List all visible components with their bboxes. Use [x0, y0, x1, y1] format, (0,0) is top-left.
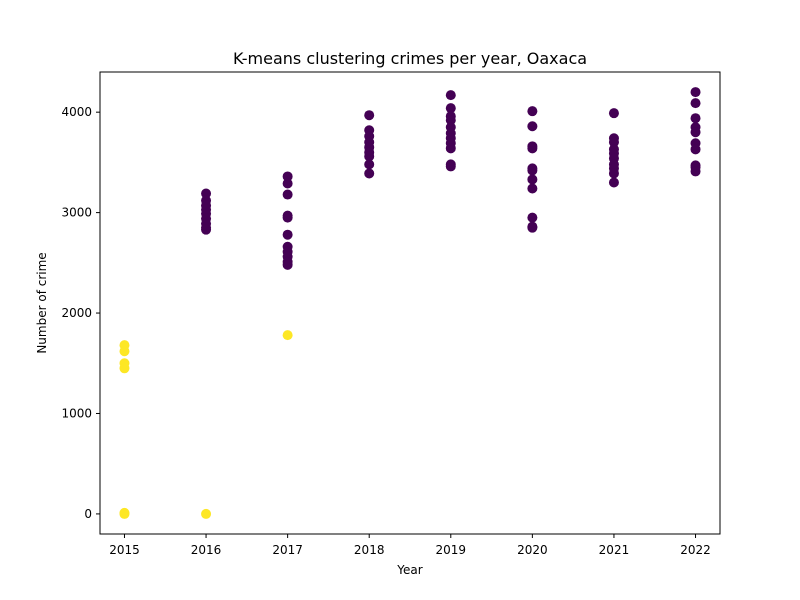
data-point-cluster-0-37 [445, 143, 456, 154]
data-point-cluster-1-5 [119, 508, 130, 519]
data-point-cluster-0-59 [608, 168, 619, 179]
data-point-cluster-0-26 [364, 151, 375, 162]
y-tick-label-0: 0 [84, 507, 92, 521]
data-point-cluster-0-9 [282, 171, 293, 182]
data-point-cluster-0-65 [690, 127, 701, 138]
y-tick-label-3000: 3000 [61, 206, 92, 220]
x-tick-label-2022: 2022 [680, 543, 711, 557]
y-tick-label-2000: 2000 [61, 306, 92, 320]
data-point-cluster-0-0 [201, 188, 212, 199]
data-point-cluster-0-11 [282, 189, 293, 200]
points-layer [119, 87, 701, 519]
data-point-cluster-1-1 [119, 346, 130, 357]
data-point-cluster-0-50 [527, 222, 538, 233]
data-point-cluster-0-61 [690, 87, 701, 98]
data-point-cluster-0-41 [527, 121, 538, 132]
data-point-cluster-0-13 [282, 212, 293, 223]
data-point-cluster-0-28 [364, 168, 375, 179]
data-point-cluster-0-30 [445, 103, 456, 114]
chart-title: K-means clustering crimes per year, Oaxa… [233, 49, 587, 68]
plot-area-frame [99, 71, 721, 535]
ticks-layer: 2015 2016 2017 2018 2019 2020 2021 2022 0 1000 200… [61, 105, 710, 557]
data-point-cluster-0-8 [201, 224, 212, 235]
x-tick-label-2016: 2016 [191, 543, 222, 557]
x-tick-label-2020: 2020 [517, 543, 548, 557]
data-point-cluster-0-19 [282, 259, 293, 270]
data-point-cluster-0-62 [690, 98, 701, 109]
data-point-cluster-0-40 [527, 106, 538, 117]
y-tick-label-1000: 1000 [61, 406, 92, 420]
data-point-cluster-0-46 [527, 174, 538, 185]
data-point-cluster-0-43 [527, 143, 538, 154]
data-point-cluster-0-60 [608, 177, 619, 188]
data-point-cluster-0-39 [445, 161, 456, 172]
data-point-cluster-0-63 [690, 113, 701, 124]
x-tick-label-2019: 2019 [436, 543, 467, 557]
data-point-cluster-0-27 [364, 159, 375, 170]
x-axis-label: Year [396, 563, 422, 577]
data-point-cluster-1-7 [282, 330, 293, 341]
y-tick-label-4000: 4000 [61, 105, 92, 119]
x-tick-label-2018: 2018 [354, 543, 385, 557]
data-point-cluster-0-53 [608, 137, 619, 148]
data-point-cluster-0-51 [608, 108, 619, 119]
data-point-cluster-1-3 [119, 363, 130, 374]
data-point-cluster-1-6 [201, 508, 212, 519]
data-point-cluster-0-47 [527, 183, 538, 194]
y-axis-label: Number of crime [35, 252, 49, 353]
data-point-cluster-0-70 [690, 166, 701, 177]
data-point-cluster-0-45 [527, 165, 538, 176]
data-point-cluster-0-20 [364, 110, 375, 121]
data-point-cluster-0-67 [690, 144, 701, 155]
x-tick-label-2017: 2017 [272, 543, 303, 557]
data-point-cluster-0-10 [282, 178, 293, 189]
data-point-cluster-0-48 [527, 212, 538, 223]
x-tick-label-2015: 2015 [109, 543, 140, 557]
data-point-cluster-0-14 [282, 229, 293, 240]
data-point-cluster-0-32 [445, 115, 456, 126]
data-point-cluster-0-29 [445, 90, 456, 101]
x-tick-label-2021: 2021 [599, 543, 630, 557]
